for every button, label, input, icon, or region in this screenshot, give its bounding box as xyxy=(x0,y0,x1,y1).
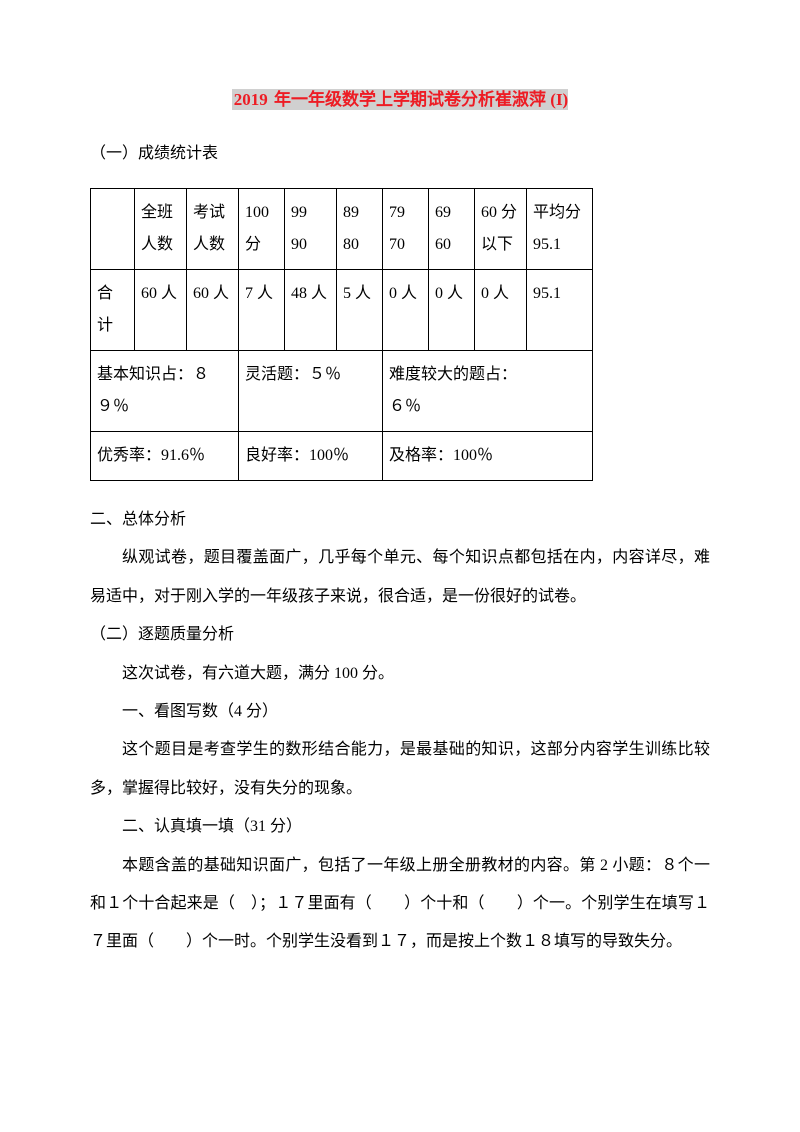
cell: 合计 xyxy=(91,270,135,351)
body-content: 二、总体分析 纵观试卷，题目覆盖面广，几乎每个单元、每个知识点都包括在内，内容详… xyxy=(90,501,710,962)
cell: 灵活题：５％ xyxy=(239,351,383,432)
cell: 95.1 xyxy=(527,270,593,351)
table-header-row: 全班人数 考试人数 100分 9990 8980 7970 6960 60 分以… xyxy=(91,189,593,270)
paragraph: 纵观试卷，题目覆盖面广，几乎每个单元、每个知识点都包括在内，内容详尽，难易适中，… xyxy=(90,539,710,616)
cell: 5 人 xyxy=(337,270,383,351)
cell: 基本知识占：８９％ xyxy=(91,351,239,432)
title-rest: 年一年级数学上学期试卷分析崔淑萍 (I) xyxy=(270,89,568,110)
cell: 48 人 xyxy=(285,270,337,351)
section-1-header: （一）成绩统计表 xyxy=(90,138,710,170)
table-total-row: 合计 60 人 60 人 7 人 48 人 5 人 0 人 0 人 0 人 95… xyxy=(91,270,593,351)
paragraph: 这次试卷，有六道大题，满分 100 分。 xyxy=(90,655,710,693)
table-knowledge-row: 基本知识占：８９％ 灵活题：５％ 难度较大的题占：６％ xyxy=(91,351,593,432)
section-3-header: （二）逐题质量分析 xyxy=(90,616,710,654)
cell xyxy=(91,189,135,270)
cell: 全班人数 xyxy=(135,189,187,270)
cell: 及格率：100％ xyxy=(383,432,593,481)
cell: 0 人 xyxy=(383,270,429,351)
cell: 8980 xyxy=(337,189,383,270)
cell: 60 人 xyxy=(135,270,187,351)
cell: 优秀率：91.6％ xyxy=(91,432,239,481)
subsection-header: 一、看图写数（4 分） xyxy=(90,693,710,731)
subsection-header: 二、认真填一填（31 分） xyxy=(90,808,710,846)
cell: 良好率：100％ xyxy=(239,432,383,481)
cell: 0 人 xyxy=(429,270,475,351)
cell: 100分 xyxy=(239,189,285,270)
cell: 7970 xyxy=(383,189,429,270)
cell: 60 人 xyxy=(187,270,239,351)
cell: 9990 xyxy=(285,189,337,270)
cell: 考试人数 xyxy=(187,189,239,270)
score-statistics-table: 全班人数 考试人数 100分 9990 8980 7970 6960 60 分以… xyxy=(90,188,593,481)
document-title: 2019 年一年级数学上学期试卷分析崔淑萍 (I) xyxy=(90,85,710,110)
paragraph: 这个题目是考查学生的数形结合能力，是最基础的知识，这部分内容学生训练比较多，掌握… xyxy=(90,731,710,808)
cell: 60 分以下 xyxy=(475,189,527,270)
cell: 0 人 xyxy=(475,270,527,351)
cell: 难度较大的题占：６％ xyxy=(383,351,593,432)
paragraph: 本题含盖的基础知识面广，包括了一年级上册全册教材的内容。第 2 小题：８个一和１… xyxy=(90,847,710,962)
table-rate-row: 优秀率：91.6％ 良好率：100％ 及格率：100％ xyxy=(91,432,593,481)
cell: 7 人 xyxy=(239,270,285,351)
cell: 6960 xyxy=(429,189,475,270)
title-year: 2019 xyxy=(232,89,270,110)
cell: 平均分95.1 xyxy=(527,189,593,270)
section-2-header: 二、总体分析 xyxy=(90,501,710,539)
